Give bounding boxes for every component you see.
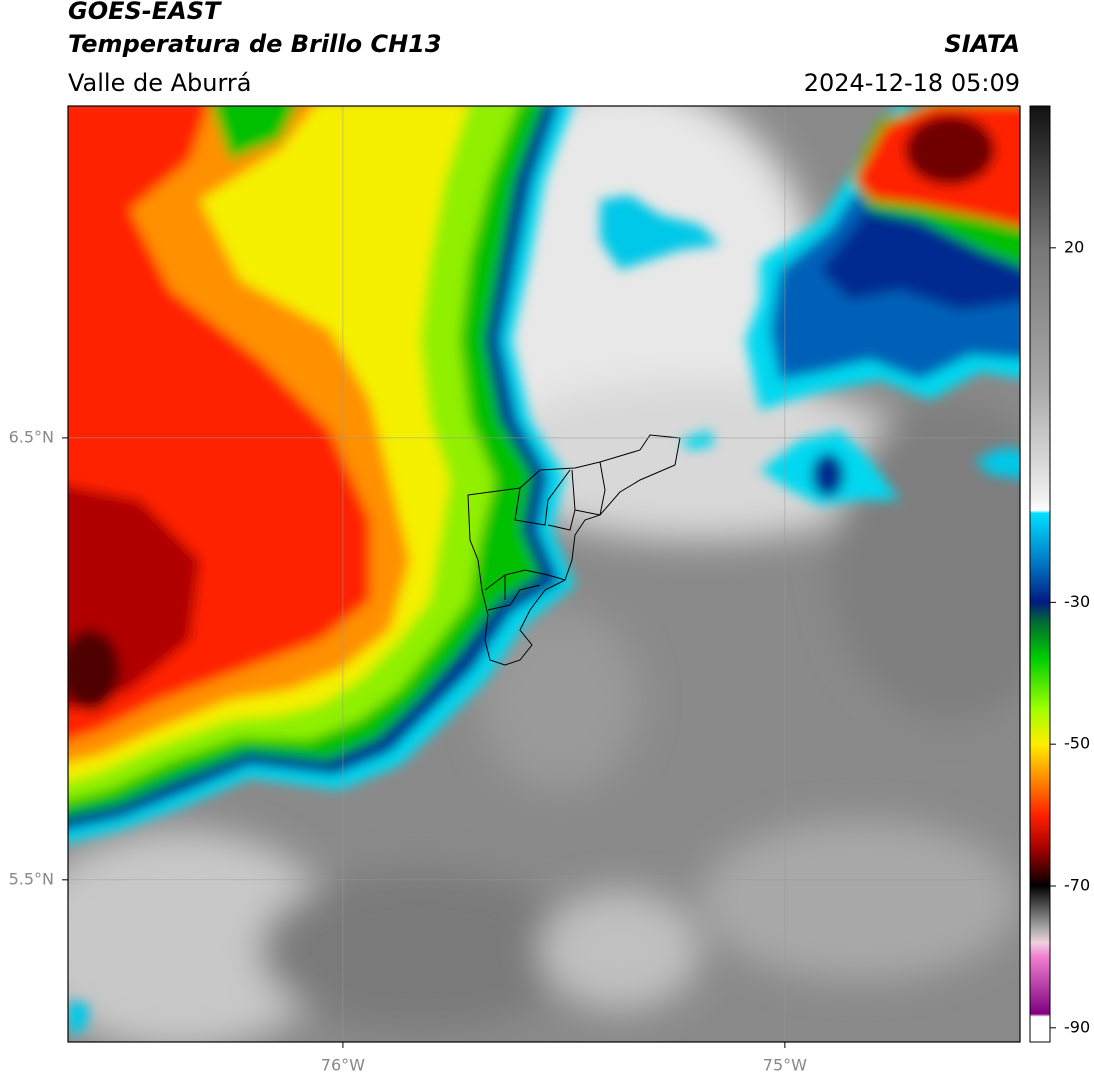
y-tick-label: 6.5°N xyxy=(9,427,54,446)
region: Valle de Aburrá xyxy=(68,69,252,97)
y-tick-label: 5.5°N xyxy=(9,869,54,888)
colorbar xyxy=(1029,105,1051,1043)
colorbar-tick-label: -70 xyxy=(1064,876,1090,895)
source: SIATA xyxy=(944,30,1020,58)
x-tick-label: 75°W xyxy=(763,1056,807,1075)
municipal-boundaries xyxy=(467,434,681,666)
colorbar-tick-label: -50 xyxy=(1064,734,1090,753)
datetime: 2024-12-18 05:09 xyxy=(804,69,1020,97)
colorbar-tick-label: 20 xyxy=(1064,237,1084,256)
map-frame xyxy=(67,105,1021,1043)
colorbar-tick-label: -90 xyxy=(1064,1017,1090,1036)
subtitle: Temperatura de Brillo CH13 xyxy=(68,30,442,58)
colorbar-tick-label: -30 xyxy=(1064,592,1090,611)
title: GOES-EAST xyxy=(68,0,222,25)
satellite-image xyxy=(68,106,1020,1042)
graticule xyxy=(68,106,1020,1042)
x-tick-label: 76°W xyxy=(321,1056,365,1075)
